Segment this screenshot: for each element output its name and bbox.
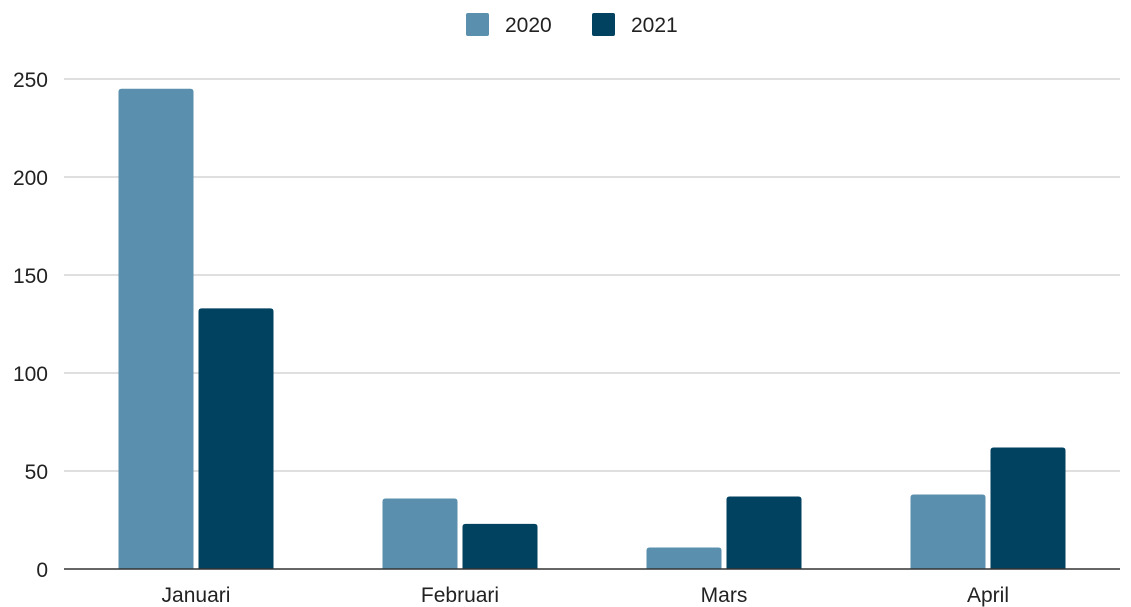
bar-februari-2021 (462, 523, 538, 569)
y-tick-label-200: 200 (13, 167, 48, 190)
bar-januari-2020 (118, 88, 194, 570)
x-tick-label-januari: Januari (162, 584, 231, 607)
y-tick-label-250: 250 (13, 69, 48, 92)
x-tick-label-mars: Mars (701, 584, 748, 607)
legend: 2020 2021 (466, 13, 678, 37)
y-tick-label-50: 50 (25, 461, 48, 484)
legend-swatch-2020 (466, 13, 489, 36)
legend-label-2020: 2020 (505, 14, 552, 37)
x-axis-ticks: Januari Februari Mars April (162, 584, 1009, 607)
y-axis-ticks: 0 50 100 150 200 250 (13, 69, 48, 582)
y-tick-label-100: 100 (13, 363, 48, 386)
legend-label-2021: 2021 (631, 14, 678, 37)
bar-januari-2021 (198, 308, 274, 569)
bar-april-2020 (910, 494, 986, 569)
bar-mars-2020 (646, 547, 722, 569)
bar-februari-2020 (382, 498, 458, 569)
legend-item-2020: 2020 (466, 13, 552, 37)
y-tick-label-0: 0 (36, 559, 48, 582)
legend-swatch-2021 (592, 13, 615, 36)
bar-mars-2021 (726, 496, 802, 569)
legend-item-2021: 2021 (592, 13, 678, 37)
bar-april-2021 (990, 447, 1066, 569)
x-tick-label-februari: Februari (421, 584, 499, 607)
x-tick-label-april: April (967, 584, 1009, 607)
y-tick-label-150: 150 (13, 265, 48, 288)
bars (118, 88, 1066, 570)
